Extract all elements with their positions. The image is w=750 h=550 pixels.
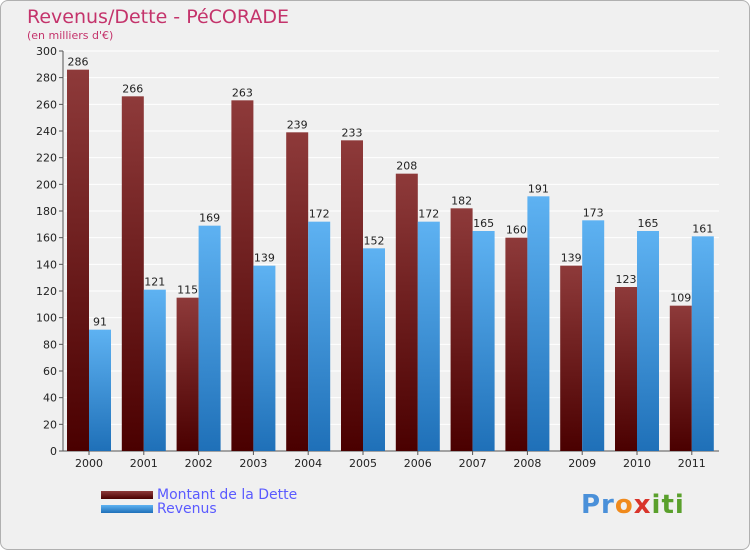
data-label: 139: [254, 252, 275, 265]
legend-item-revenus: Revenus: [101, 501, 217, 517]
y-tick-label: 140: [36, 258, 57, 271]
y-tick-label: 160: [36, 232, 57, 245]
x-tick-label: 2006: [404, 457, 432, 470]
dette-bar: [231, 100, 254, 451]
revenus-bar: [691, 236, 714, 451]
dette-bar: [341, 140, 363, 452]
dette-bar: [176, 297, 199, 451]
x-tick-label: 2008: [513, 457, 541, 470]
x-tick-label: 2005: [349, 457, 377, 470]
dette-bar: [505, 237, 528, 451]
revenus-bar: [637, 231, 659, 451]
dette-bar: [286, 132, 309, 452]
x-tick-label: 2007: [459, 457, 487, 470]
data-label: 152: [364, 234, 385, 247]
x-tick-label: 2009: [568, 457, 596, 470]
data-label: 173: [583, 206, 604, 219]
dette-bar: [67, 69, 89, 452]
data-label: 123: [616, 273, 637, 286]
revenus-bar: [253, 265, 276, 451]
data-label: 91: [93, 316, 107, 329]
legend-item-dette: Montant de la Dette: [101, 487, 297, 503]
y-tick-label: 180: [36, 205, 57, 218]
y-tick-label: 260: [36, 98, 57, 111]
data-label: 172: [309, 208, 330, 221]
legend-label-dette: Montant de la Dette: [157, 487, 298, 503]
dette-bar: [560, 265, 583, 451]
dette-bar: [669, 305, 692, 451]
revenus-bar: [89, 329, 111, 451]
revenus-bar: [198, 225, 221, 451]
x-tick-label: 2000: [75, 457, 103, 470]
chart-subtitle: (en milliers d'€): [27, 29, 114, 42]
data-label: 160: [506, 224, 527, 237]
x-tick-label: 2001: [130, 457, 158, 470]
data-label: 263: [232, 86, 253, 99]
revenus-bar: [527, 196, 550, 451]
x-tick-label: 2011: [678, 457, 706, 470]
revenus-bar: [472, 231, 495, 451]
data-label: 286: [68, 56, 89, 69]
revenus-bar: [308, 221, 331, 451]
revenus-bar: [363, 248, 385, 451]
data-label: 165: [638, 217, 659, 230]
dette-bar: [121, 96, 144, 451]
y-tick-label: 220: [36, 152, 57, 165]
dette-bar: [395, 173, 418, 451]
grid-lines: [63, 50, 719, 452]
data-label: 109: [670, 292, 691, 305]
data-label: 139: [561, 252, 582, 265]
data-label: 161: [692, 222, 713, 235]
y-tick-label: 300: [36, 45, 57, 58]
data-label: 191: [528, 182, 549, 195]
data-label: 172: [418, 208, 439, 221]
y-tick-label: 240: [36, 125, 57, 138]
data-label: 266: [122, 82, 143, 95]
axes: 0 20 40 60 80 100 120 140 160 180 200 220 240 260 280 3…: [36, 45, 719, 470]
data-label: 165: [473, 217, 494, 230]
revenus-bar: [143, 289, 166, 451]
x-tick-label: 2004: [294, 457, 322, 470]
y-tick-label: 60: [43, 365, 57, 378]
y-tick-label: 80: [43, 338, 57, 351]
y-tick-label: 200: [36, 178, 57, 191]
data-label: 233: [342, 126, 363, 139]
revenus-bar: [417, 221, 440, 451]
dette-bar: [615, 287, 637, 451]
y-tick-label: 120: [36, 285, 57, 298]
data-label: 169: [199, 212, 220, 225]
data-label: 121: [144, 276, 165, 289]
value-labels: 286 91 266 121 115 169 263 139 239 172 233 152 208 17…: [68, 56, 714, 329]
legend-swatch-dette: [101, 491, 153, 499]
data-label: 182: [451, 194, 472, 207]
x-tick-label: 2002: [185, 457, 213, 470]
data-label: 115: [177, 284, 198, 297]
y-tick-label: 280: [36, 72, 57, 85]
chart-title: Revenus/Dette - PéCORADE: [27, 6, 289, 28]
y-tick-label: 100: [36, 312, 57, 325]
bars: [67, 69, 714, 452]
dette-bar: [450, 208, 473, 451]
y-tick-label: 20: [43, 418, 57, 431]
proxiti-logo: Proxiti: [581, 490, 685, 520]
legend-label-revenus: Revenus: [157, 501, 217, 517]
revenus-bar: [582, 220, 605, 451]
x-tick-label: 2010: [623, 457, 651, 470]
data-label: 208: [396, 160, 417, 173]
legend-swatch-revenus: [101, 505, 153, 513]
y-tick-label: 40: [43, 392, 57, 405]
y-tick-label: 0: [50, 445, 57, 458]
data-label: 239: [287, 118, 308, 131]
x-tick-label: 2003: [239, 457, 267, 470]
